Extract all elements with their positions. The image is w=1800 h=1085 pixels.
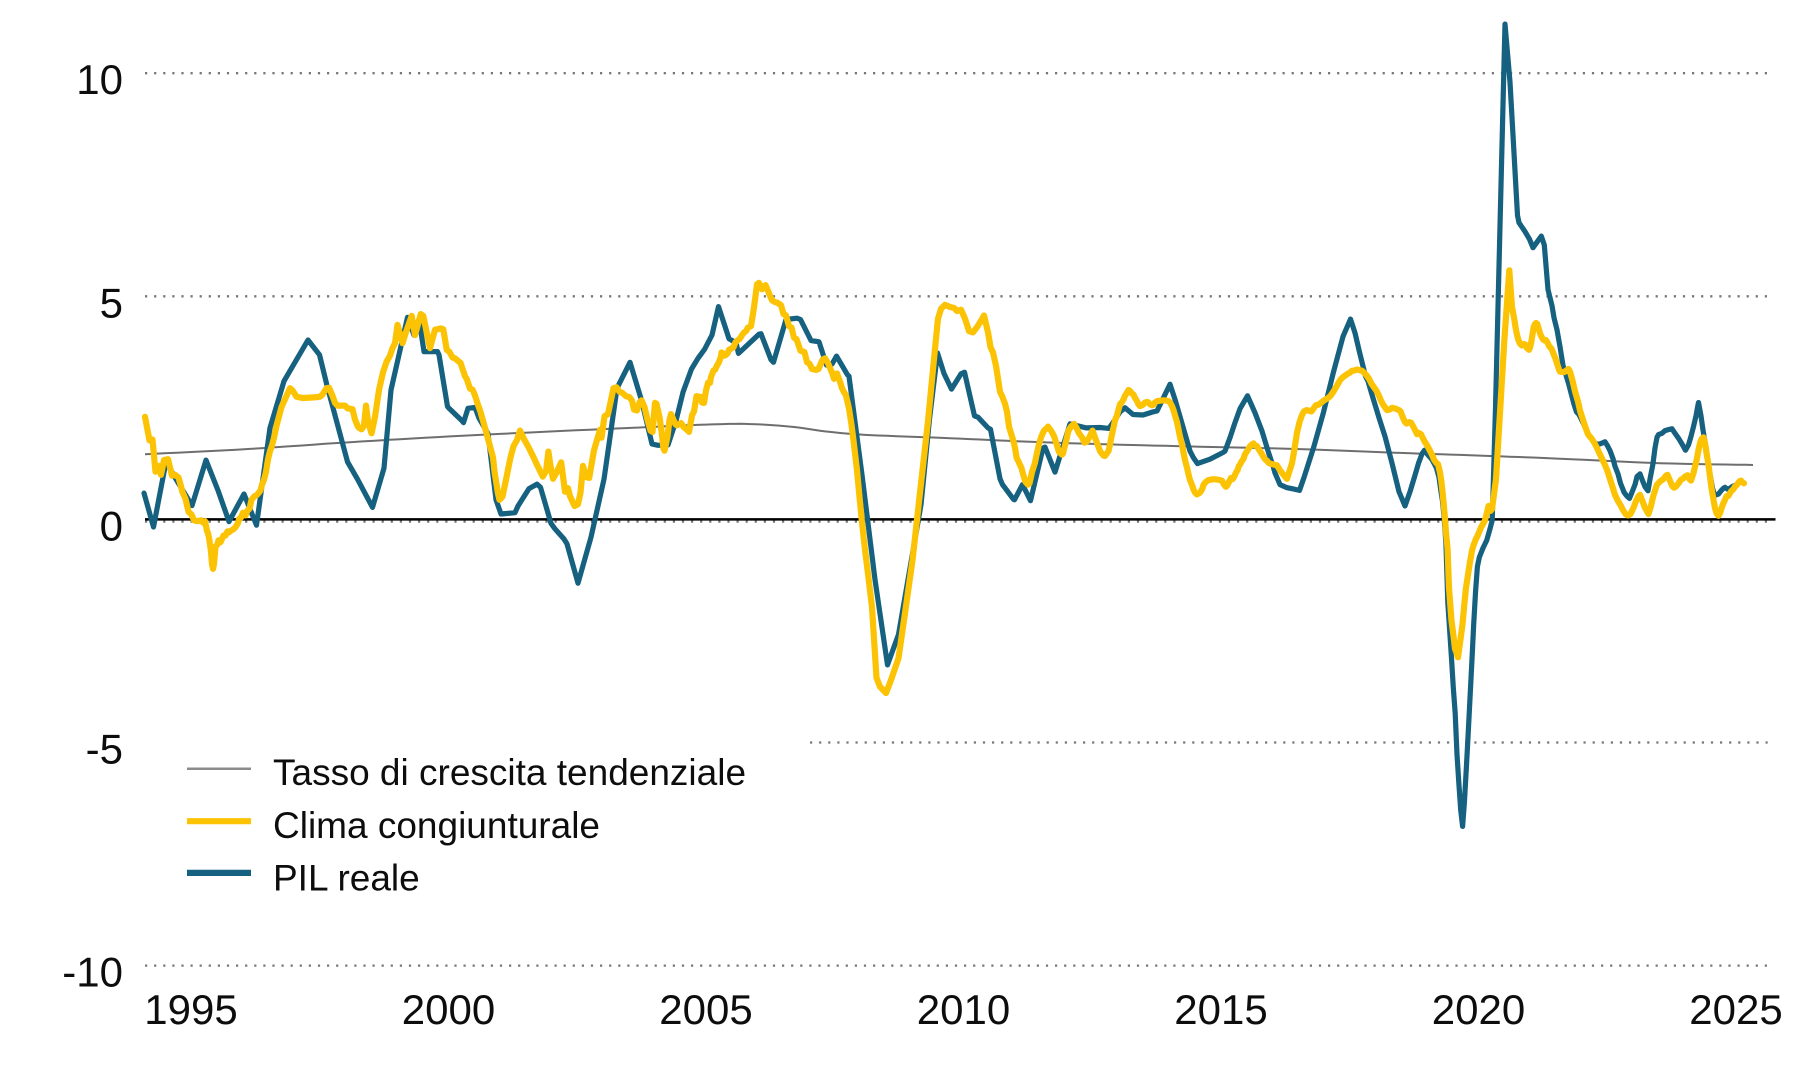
svg-text:Clima congiunturale: Clima congiunturale [273, 805, 600, 846]
svg-text:2020: 2020 [1432, 986, 1525, 1033]
svg-text:0: 0 [100, 502, 123, 549]
svg-text:10: 10 [76, 56, 123, 103]
svg-text:-5: -5 [86, 726, 123, 773]
svg-text:5: 5 [100, 279, 123, 326]
svg-text:2025: 2025 [1689, 986, 1782, 1033]
svg-text:2015: 2015 [1174, 986, 1267, 1033]
svg-text:-10: -10 [62, 949, 123, 996]
svg-text:PIL reale: PIL reale [273, 858, 420, 899]
svg-text:2010: 2010 [917, 986, 1010, 1033]
svg-text:2000: 2000 [402, 986, 495, 1033]
svg-text:2005: 2005 [659, 986, 752, 1033]
svg-text:Tasso di crescita tendenziale: Tasso di crescita tendenziale [273, 752, 746, 793]
svg-text:1995: 1995 [144, 986, 237, 1033]
